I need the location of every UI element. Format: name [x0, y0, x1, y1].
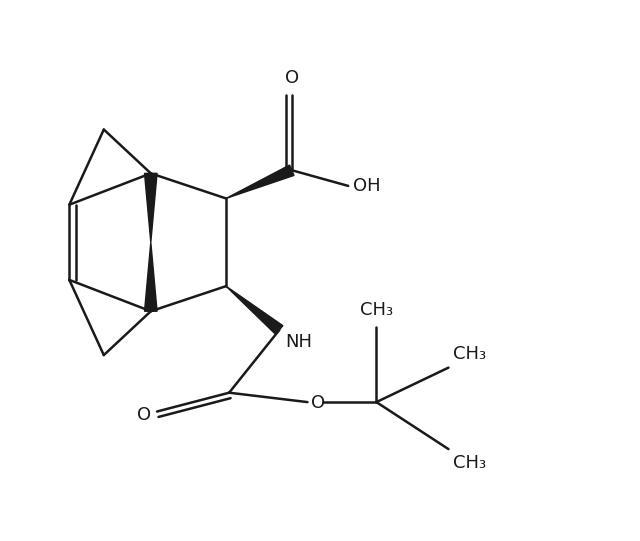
- Text: O: O: [310, 394, 324, 412]
- Text: O: O: [285, 69, 299, 87]
- Polygon shape: [145, 173, 157, 242]
- Text: O: O: [137, 406, 151, 424]
- Text: CH₃: CH₃: [454, 345, 486, 362]
- Text: NH: NH: [285, 333, 312, 351]
- Polygon shape: [145, 242, 157, 311]
- Text: CH₃: CH₃: [360, 301, 393, 319]
- Polygon shape: [226, 286, 283, 334]
- Polygon shape: [226, 165, 294, 199]
- Text: CH₃: CH₃: [454, 454, 486, 472]
- Text: OH: OH: [353, 177, 381, 195]
